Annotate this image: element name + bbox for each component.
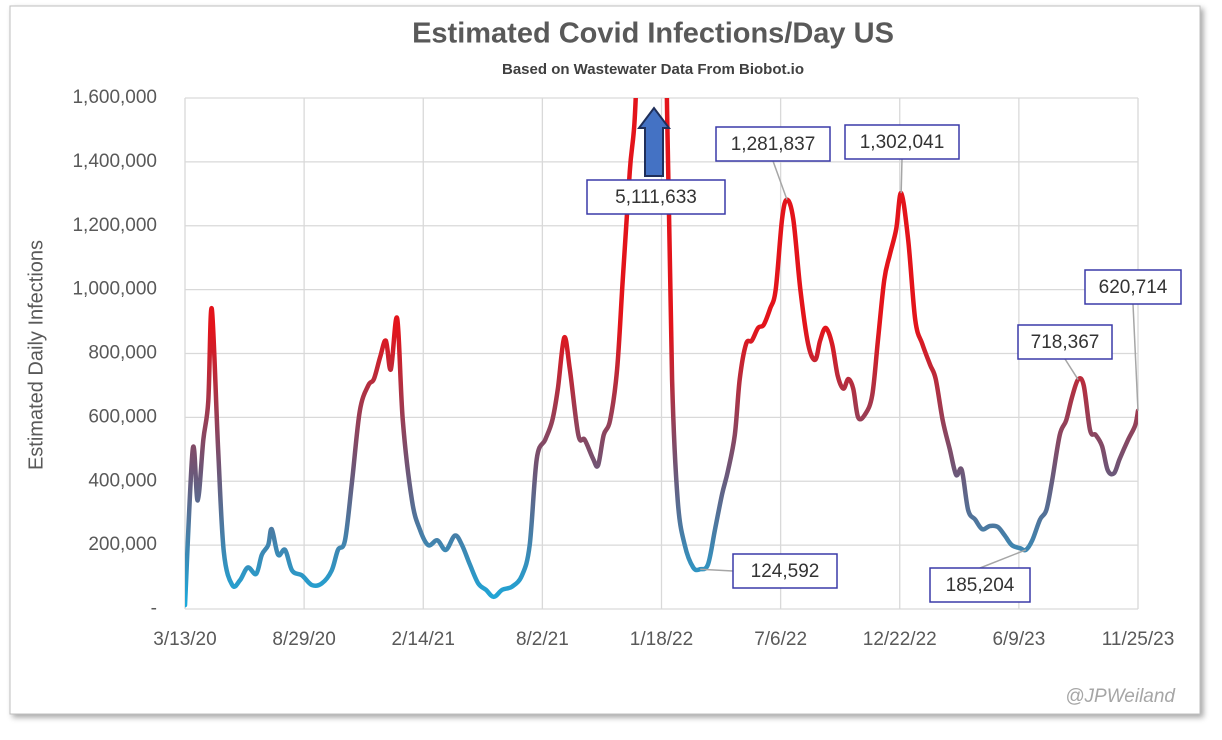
leader-line	[1132, 303, 1139, 411]
chart-title: Estimated Covid Infections/Day US	[412, 18, 894, 50]
annotation-label: 1,281,837	[731, 134, 816, 155]
x-tick-label: 2/14/21	[392, 629, 455, 650]
x-tick-label: 12/22/22	[863, 629, 937, 650]
y-axis-label: Estimated Daily Infections	[25, 240, 47, 470]
y-tick-label: -	[151, 598, 157, 619]
y-tick-label: 800,000	[88, 343, 157, 364]
annotation-box	[586, 179, 726, 215]
chart-subtitle: Based on Wastewater Data From Biobot.io	[502, 61, 804, 78]
x-tick-label: 1/18/22	[630, 629, 693, 650]
annotation-box	[929, 567, 1031, 603]
x-tick-label: 8/29/20	[272, 629, 335, 650]
y-tick-label: 1,600,000	[72, 87, 157, 108]
annotation-label: 718,367	[1031, 332, 1100, 353]
y-tick-label: 1,200,000	[72, 215, 157, 236]
leader-line	[1064, 358, 1079, 380]
chart-frame	[9, 5, 1201, 715]
y-tick-label: 200,000	[88, 534, 157, 555]
y-tick-label: 600,000	[88, 406, 157, 427]
watermark: @JPWeiland	[1065, 686, 1176, 707]
annotation-label: 5,111,633	[615, 187, 697, 208]
off-scale-arrow	[637, 106, 671, 177]
annotation-box	[715, 126, 831, 162]
annotation-label: 1,302,041	[860, 132, 945, 153]
annotation-label: 185,204	[946, 575, 1015, 596]
x-tick-label: 3/13/20	[153, 629, 216, 650]
leader-line	[979, 549, 1027, 569]
plot-area	[185, 98, 1138, 608]
leader-line	[700, 568, 734, 572]
annotation-box	[732, 553, 838, 589]
x-tick-label: 7/6/22	[754, 629, 807, 650]
y-tick-label: 1,400,000	[72, 151, 157, 172]
data-line	[185, 98, 1138, 608]
annotation-label: 620,714	[1099, 277, 1168, 298]
leader-line	[772, 160, 788, 200]
annotations: 5,111,633 124,592 1,281,837 1,302,041 185,20…	[586, 124, 1182, 603]
x-tick-label: 8/2/21	[516, 629, 569, 650]
leader-line	[900, 158, 903, 194]
x-tick-label: 6/9/23	[992, 629, 1045, 650]
y-tick-label: 1,000,000	[72, 279, 157, 300]
annotation-box	[1084, 269, 1182, 305]
y-tick-label: 400,000	[88, 470, 157, 491]
annotation-box	[1017, 324, 1113, 360]
grid	[184, 97, 1139, 610]
annotation-label: 124,592	[751, 561, 820, 582]
x-tick-label: 11/25/23	[1102, 629, 1175, 650]
annotation-box	[844, 124, 960, 160]
